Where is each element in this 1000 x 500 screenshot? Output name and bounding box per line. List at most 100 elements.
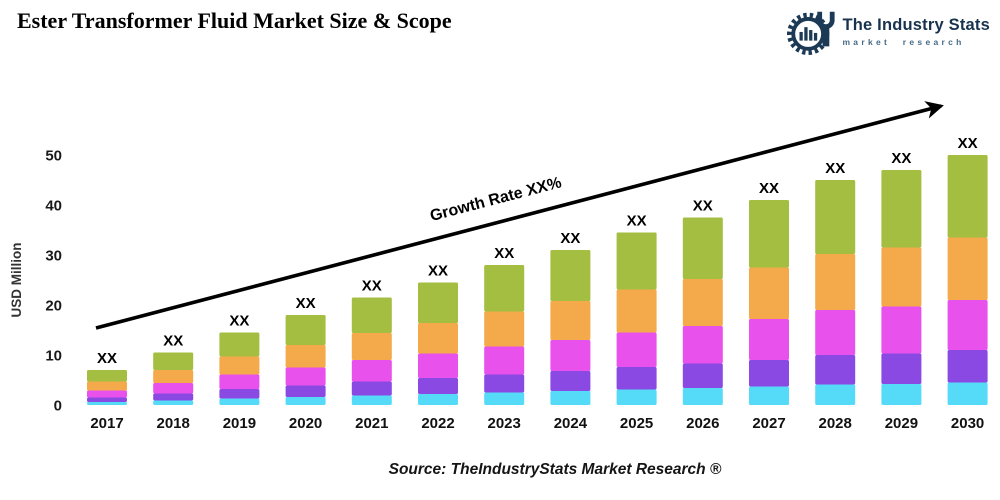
bar-segment-orange-2027 xyxy=(749,267,789,319)
bar-segment-green-2026 xyxy=(682,217,723,279)
bar-value-label-2028: XX xyxy=(825,160,845,177)
brand-tagline: market research xyxy=(842,36,965,47)
x-tick-label-2028: 2028 xyxy=(819,415,852,432)
x-tick-label-2018: 2018 xyxy=(157,415,190,432)
bar-segment-orange-2030 xyxy=(947,237,988,300)
bar-segment-purple-2026 xyxy=(682,363,723,388)
bar-segment-purple-2029 xyxy=(881,353,922,384)
bar-segment-green-2025 xyxy=(616,232,657,290)
bar-value-label-2026: XX xyxy=(693,198,713,215)
bar-segment-purple-2018 xyxy=(153,393,194,401)
x-tick-label-2025: 2025 xyxy=(620,415,653,432)
bar-segment-magenta-2028 xyxy=(815,310,856,355)
bar-segment-green-2019 xyxy=(219,332,260,357)
bar-value-label-2021: XX xyxy=(362,278,382,295)
bar-segment-green-2023 xyxy=(484,265,525,312)
bar-segment-orange-2025 xyxy=(616,289,657,333)
y-tick-label: 20 xyxy=(45,298,62,315)
bar-segment-green-2017 xyxy=(87,370,127,382)
bar-segment-purple-2024 xyxy=(550,371,591,391)
x-tick-label-2024: 2024 xyxy=(554,415,588,432)
bar-segment-purple-2021 xyxy=(351,381,392,396)
bar-segment-orange-2026 xyxy=(682,279,723,326)
brand-logo: The Industry Stats market research xyxy=(787,6,990,56)
bar-segment-cyan-2022 xyxy=(418,394,458,405)
bar-segment-magenta-2020 xyxy=(285,367,326,386)
bar-value-label-2030: XX xyxy=(958,135,978,152)
bar-segment-cyan-2023 xyxy=(484,392,525,405)
x-tick-label-2023: 2023 xyxy=(488,415,521,432)
bar-segment-cyan-2017 xyxy=(87,402,127,405)
bar-segment-magenta-2022 xyxy=(418,353,458,378)
bar-segment-magenta-2019 xyxy=(219,374,260,389)
bar-segment-magenta-2025 xyxy=(616,332,657,367)
bar-value-label-2019: XX xyxy=(229,313,249,330)
y-tick-label: 0 xyxy=(54,398,62,415)
bar-segment-cyan-2024 xyxy=(550,391,591,405)
bar-segment-cyan-2019 xyxy=(219,398,260,405)
bar-segment-cyan-2026 xyxy=(682,388,723,405)
bar-segment-orange-2024 xyxy=(550,301,591,340)
bar-segment-purple-2025 xyxy=(616,367,657,390)
bar-segment-purple-2022 xyxy=(418,378,458,394)
bar-segment-orange-2023 xyxy=(484,311,525,347)
bar-segment-green-2030 xyxy=(947,155,988,238)
growth-rate-label: Growth Rate XX% xyxy=(428,174,563,225)
y-tick-label: 40 xyxy=(45,198,62,215)
bar-segment-magenta-2017 xyxy=(87,390,127,398)
bar-segment-magenta-2027 xyxy=(749,319,789,360)
bar-value-label-2020: XX xyxy=(296,295,316,312)
bar-value-label-2024: XX xyxy=(560,230,580,247)
bar-segment-magenta-2026 xyxy=(682,326,723,364)
x-tick-label-2021: 2021 xyxy=(355,415,388,432)
page-title: Ester Transformer Fluid Market Size & Sc… xyxy=(17,8,452,33)
bar-segment-orange-2028 xyxy=(815,254,856,310)
bar-segment-magenta-2021 xyxy=(351,360,392,382)
bar-segment-purple-2030 xyxy=(947,350,988,383)
bar-segment-purple-2028 xyxy=(815,355,856,385)
bar-segment-cyan-2030 xyxy=(947,382,988,405)
bar-segment-purple-2017 xyxy=(87,397,127,402)
bar-segment-magenta-2018 xyxy=(153,383,194,394)
bar-value-label-2023: XX xyxy=(494,245,514,262)
bar-segment-cyan-2018 xyxy=(153,400,194,405)
bar-segment-purple-2027 xyxy=(749,360,789,387)
y-axis-title: USD Million xyxy=(9,243,24,318)
bar-value-label-2029: XX xyxy=(891,150,911,167)
trend-arrow xyxy=(95,101,944,330)
bar-segment-magenta-2030 xyxy=(947,300,988,350)
bar-segment-magenta-2024 xyxy=(550,340,591,371)
bar-value-label-2018: XX xyxy=(163,333,183,350)
bar-segment-green-2024 xyxy=(550,250,591,301)
bar-segment-cyan-2029 xyxy=(881,384,922,405)
bar-segment-cyan-2020 xyxy=(285,397,326,405)
bar-segment-green-2020 xyxy=(285,315,326,345)
bar-value-label-2027: XX xyxy=(759,180,779,197)
bar-segment-green-2029 xyxy=(881,170,922,248)
bar-segment-purple-2020 xyxy=(285,385,326,397)
bar-segment-orange-2029 xyxy=(881,247,922,307)
bar-segment-purple-2019 xyxy=(219,389,260,399)
bar-segment-orange-2021 xyxy=(351,333,392,360)
bar-segment-cyan-2025 xyxy=(616,389,657,405)
x-tick-label-2026: 2026 xyxy=(686,415,719,432)
bar-segment-cyan-2021 xyxy=(351,395,392,405)
x-tick-label-2017: 2017 xyxy=(90,415,123,432)
bar-segment-green-2022 xyxy=(418,282,458,323)
x-tick-label-2027: 2027 xyxy=(752,415,785,432)
source-attribution: Source: TheIndustryStats Market Research… xyxy=(388,461,722,478)
bar-segment-magenta-2023 xyxy=(484,346,525,375)
bar-segment-orange-2020 xyxy=(285,345,326,368)
x-tick-label-2022: 2022 xyxy=(421,415,454,432)
bar-segment-orange-2018 xyxy=(153,370,194,383)
bar-value-label-2022: XX xyxy=(428,263,448,280)
bar-value-label-2017: XX xyxy=(97,350,117,367)
bar-value-label-2025: XX xyxy=(627,213,647,230)
bar-segment-green-2021 xyxy=(351,297,392,333)
bar-segment-cyan-2028 xyxy=(815,384,856,405)
bar-segment-cyan-2027 xyxy=(749,386,789,405)
y-tick-label: 10 xyxy=(45,348,62,365)
bar-segment-purple-2023 xyxy=(484,374,525,393)
